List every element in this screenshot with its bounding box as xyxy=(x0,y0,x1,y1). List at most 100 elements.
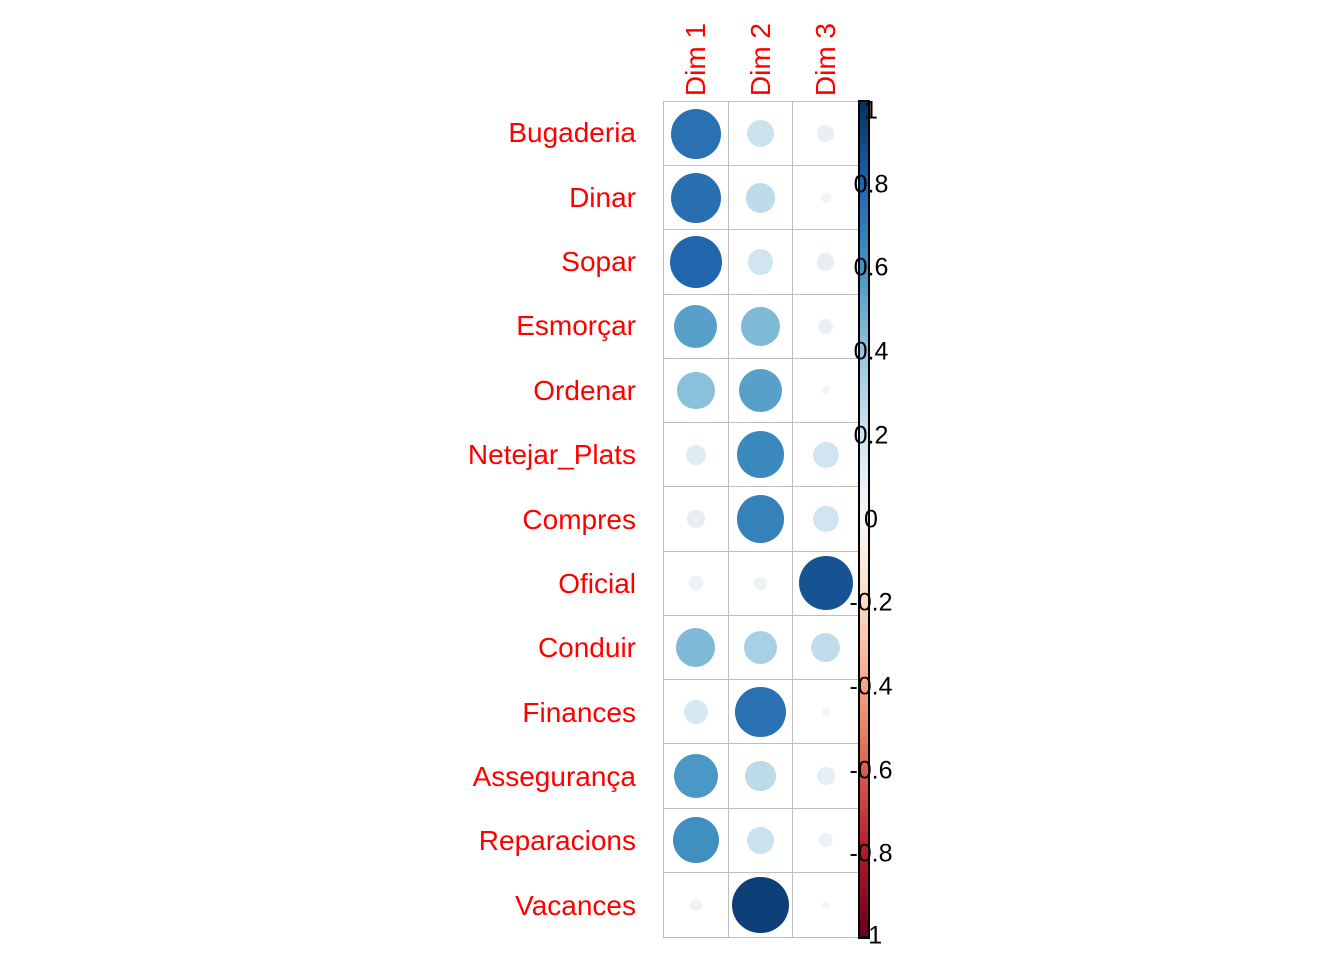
colorbar-tick-label: 0.2 xyxy=(853,421,889,450)
correlation-bubble xyxy=(816,766,835,786)
colorbar xyxy=(858,100,870,939)
correlation-cell xyxy=(728,358,794,424)
correlation-bubble xyxy=(673,753,718,798)
correlation-cell xyxy=(728,551,794,616)
correlation-bubble xyxy=(812,441,839,468)
correlation-bubble xyxy=(746,826,775,854)
correlation-cell xyxy=(664,487,729,552)
correlation-cell xyxy=(793,487,858,552)
correlation-bubble xyxy=(685,444,706,465)
correlation-bubble xyxy=(676,628,716,667)
correlation-bubble xyxy=(674,304,718,348)
row-label: Oficial xyxy=(558,567,636,599)
correlation-cell xyxy=(664,358,729,424)
column-header-label: Dim 1 xyxy=(679,22,711,96)
correlation-bubble xyxy=(690,899,702,911)
correlation-cell xyxy=(728,294,794,359)
column-header-label: Dim 3 xyxy=(810,22,842,96)
correlation-bubble xyxy=(687,510,705,528)
correlation-cell xyxy=(793,680,858,745)
correlation-cell xyxy=(664,294,729,359)
correlation-cell xyxy=(793,552,858,616)
correlation-cell xyxy=(793,230,858,295)
row-label: Esmorçar xyxy=(516,310,636,342)
bubble-grid xyxy=(663,101,859,938)
correlation-cell xyxy=(793,423,858,488)
correlation-bubble xyxy=(812,506,839,532)
column-header: Dim 1 xyxy=(663,0,728,96)
correlation-cell xyxy=(728,615,794,681)
correlation-cell xyxy=(793,295,858,359)
column-header: Dim 2 xyxy=(728,0,793,96)
correlation-bubble xyxy=(820,192,831,203)
colorbar-tick-label: 0 xyxy=(864,505,878,533)
correlation-bubble xyxy=(747,249,774,276)
correlation-bubble xyxy=(683,699,708,724)
colorbar-tick-label: -0.4 xyxy=(849,672,893,701)
colorbar-tick-label: 0.8 xyxy=(853,170,889,199)
row-label: Dinar xyxy=(569,181,636,213)
correlation-cell xyxy=(728,102,794,167)
correlation-bubble xyxy=(673,817,719,863)
correlation-cell xyxy=(664,680,729,745)
colorbar-tick-label: -1 xyxy=(859,921,883,950)
correlation-bubble xyxy=(738,369,782,413)
correlation-cell xyxy=(664,102,729,167)
correlation-cell xyxy=(728,808,794,873)
colorbar-tick-label: 0.4 xyxy=(853,337,889,366)
correlation-bubble xyxy=(737,431,784,479)
correlation-cell xyxy=(728,230,794,295)
correlation-bubble xyxy=(670,172,722,224)
row-label: Vacances xyxy=(515,889,636,921)
correlation-bubble xyxy=(816,253,835,271)
correlation-cell xyxy=(728,423,794,488)
row-label: Compres xyxy=(522,503,636,535)
row-label: Sopar xyxy=(561,245,636,277)
row-label: Reparacions xyxy=(478,825,636,857)
correlation-bubble xyxy=(670,108,721,159)
row-label: Bugaderia xyxy=(508,117,636,149)
colorbar-tick-label: -0.6 xyxy=(849,756,893,785)
correlation-cell xyxy=(793,102,858,167)
correlation-bubble xyxy=(669,236,722,288)
row-labels: Bugaderia Dinar Sopar Esmorçar Ordenar Neteja… xyxy=(0,101,651,938)
correlation-bubble xyxy=(736,495,785,543)
correlation-cell xyxy=(664,872,729,937)
row-label: Finances xyxy=(522,696,636,728)
correlation-bubble xyxy=(688,576,703,591)
correlation-bubble xyxy=(818,833,833,848)
correlation-bubble xyxy=(817,125,834,142)
correlation-cell xyxy=(729,872,794,937)
correlation-cell xyxy=(728,487,794,552)
correlation-bubble xyxy=(732,876,789,933)
correlation-cell xyxy=(793,359,858,424)
correlation-bubble xyxy=(821,707,830,716)
correlation-bubble xyxy=(753,576,767,590)
correlation-bubble xyxy=(745,760,776,791)
colorbar-tick-label: 1 xyxy=(864,96,878,125)
correlation-cell xyxy=(664,423,729,488)
correlation-cell xyxy=(664,166,729,231)
correlation-cell xyxy=(793,166,858,231)
colorbar-tick-label: 0.6 xyxy=(853,253,889,282)
correlation-bubble xyxy=(821,900,830,909)
colorbar-tick-label: -0.2 xyxy=(849,588,893,617)
column-headers: Dim 1 Dim 2 Dim 3 xyxy=(663,0,859,96)
correlation-cell xyxy=(664,551,729,616)
row-label: Conduir xyxy=(537,632,636,664)
correlation-bubble xyxy=(677,371,715,410)
correlation-cell xyxy=(793,616,858,681)
column-header: Dim 3 xyxy=(794,0,859,96)
correlation-cell xyxy=(664,615,729,681)
row-label: Ordenar xyxy=(533,374,636,406)
correlation-cell xyxy=(793,744,858,809)
correlation-cell xyxy=(664,230,729,295)
correlation-cell xyxy=(728,680,794,745)
row-label: Assegurança xyxy=(472,761,636,793)
correlation-bubble xyxy=(798,556,853,611)
correlation-cell xyxy=(793,873,858,937)
column-header-label: Dim 2 xyxy=(744,22,776,96)
correlation-cell xyxy=(664,744,729,809)
row-label: Netejar_Plats xyxy=(467,439,636,471)
